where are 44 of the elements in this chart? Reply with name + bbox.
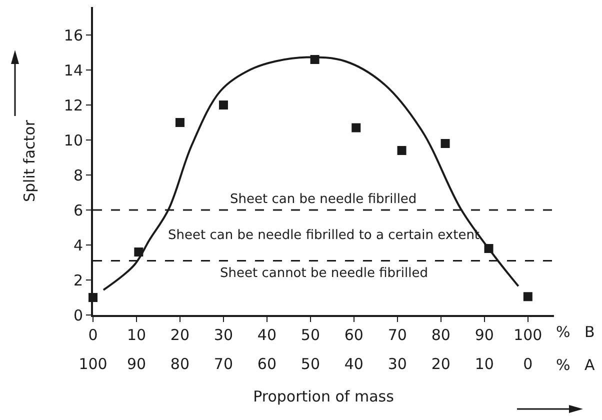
x2-tick-label: 90 [126, 355, 146, 373]
x2-tick-label: 20 [431, 355, 450, 373]
text: % B [556, 323, 595, 341]
x2-tick-label: 60 [257, 355, 277, 373]
y-tick-label: 6 [73, 201, 83, 220]
x2-tick-label: 40 [344, 355, 364, 373]
x-tick-label: 80 [431, 326, 450, 344]
x-tick-label: 0 [88, 326, 98, 344]
y-tick-label: 14 [64, 61, 83, 80]
x-tick-label: 90 [474, 326, 494, 344]
point [218, 100, 228, 110]
x2-tick-label: 100 [78, 355, 108, 373]
x-tick-label: 40 [257, 326, 277, 344]
x2-tick-label: 80 [170, 355, 190, 373]
x2-tick-label: 70 [214, 355, 234, 373]
point [523, 292, 532, 302]
y-tick-label: 4 [73, 236, 83, 254]
x-tick-label: 20 [170, 326, 190, 344]
x-tick-label: 50 [300, 326, 320, 344]
point [397, 146, 406, 155]
x2-tick-label: 30 [388, 355, 407, 373]
y-tick-label: 2 [73, 271, 83, 290]
point [352, 123, 361, 132]
y-tick-label: 16 [64, 26, 83, 44]
y-tick-label: 0 [73, 306, 83, 324]
text: % A [556, 356, 596, 374]
point [440, 139, 450, 148]
y-tick-label: 10 [64, 131, 83, 150]
y-tick-label: 8 [73, 166, 83, 184]
x-tick-label: 70 [388, 326, 407, 344]
x-tick-label: 100 [514, 326, 542, 344]
x2-tick-label: 50 [300, 355, 320, 373]
annotation: Sheet can be needle fibrilled to a certain extent [168, 228, 480, 243]
point [175, 118, 184, 127]
ref-line-label: Sheet can be needle fibrilled [230, 192, 417, 207]
x2-tick-label: 10 [474, 355, 494, 373]
x-tick-label: 60 [344, 326, 364, 344]
x-axis-title: Proportion of mass [253, 388, 394, 406]
x-tick-label: 10 [126, 326, 146, 344]
y-axis-title: Split factor [20, 119, 39, 202]
x2-tick-label: 0 [523, 355, 533, 373]
ref-line-label: Sheet cannot be needle fibrilled [220, 266, 428, 281]
x-tick-label: 30 [214, 326, 234, 344]
y-tick-label: 12 [64, 96, 83, 114]
